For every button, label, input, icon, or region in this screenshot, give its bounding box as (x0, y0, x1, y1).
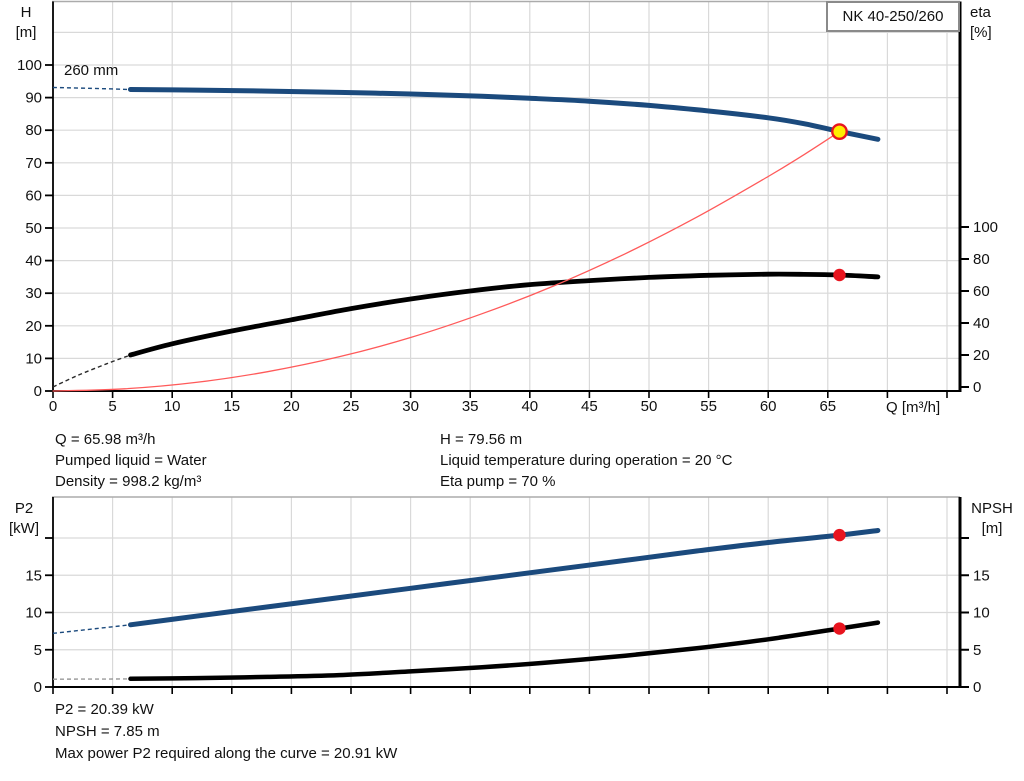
tick-label: 20 (25, 318, 42, 335)
h-axis-title-line2: [m] (15, 24, 37, 41)
tick-label: 0 (34, 383, 42, 400)
npsh-value: NPSH = 7.85 m (55, 723, 160, 740)
head-curve (127, 86, 881, 142)
tick-label: 60 (973, 283, 990, 300)
tick-label: 100 (17, 57, 42, 74)
tick-label: 25 (343, 398, 360, 415)
npsh-axis-title-line1: NPSH (971, 500, 1013, 517)
tick-label: 10 (25, 605, 42, 622)
tick-label: 60 (25, 187, 42, 204)
tick-label: 20 (973, 347, 990, 364)
tick-label: 10 (164, 398, 181, 415)
tick-label: 55 (700, 398, 717, 415)
tick-label: 15 (223, 398, 240, 415)
max-power-value: Max power P2 required along the curve = … (55, 745, 398, 762)
tick-label: 65 (819, 398, 836, 415)
chart-power-npsh: 0 5 10 15 0 5 10 15 (25, 496, 990, 696)
right-axis-ticks: 0 20 40 60 80 100 (960, 219, 998, 396)
pumped-liquid-value: Pumped liquid = Water (55, 452, 207, 469)
tick-label: 0 (973, 379, 981, 396)
tick-label: 45 (581, 398, 598, 415)
pump-model-badge: NK 40-250/260 (826, 1, 960, 32)
x-axis-ticks: 0 5 10 15 20 25 30 35 40 45 50 55 60 65 (49, 391, 948, 415)
tick-label: 50 (25, 220, 42, 237)
h-axis-title-line1: H (20, 4, 32, 21)
power-summary-info: P2 = 20.39 kW NPSH = 7.85 m Max power P2… (55, 699, 397, 765)
gridlines (53, 497, 960, 687)
x-axis-ticks (52, 687, 948, 694)
p2-axis-title: P2 [kW] (2, 499, 46, 539)
head-curve-dashed-intro (52, 86, 131, 91)
tick-label: 20 (283, 398, 300, 415)
p2-axis-title-line1: P2 (14, 500, 34, 517)
tick-label: 60 (760, 398, 777, 415)
h-axis-title: H [m] (8, 3, 44, 43)
tick-label: 80 (973, 251, 990, 268)
liquid-temperature-value: Liquid temperature during operation = 20… (440, 452, 733, 469)
impeller-diameter-label: 260 mm (64, 62, 119, 79)
tick-label: 0 (49, 398, 57, 415)
tick-label: 40 (521, 398, 538, 415)
eta-axis-title: eta [%] (970, 3, 1020, 43)
p2-axis-title-line2: [kW] (9, 520, 39, 537)
eta-pump-value: Eta pump = 70 % (440, 473, 556, 490)
tick-label: 10 (25, 350, 42, 367)
tick-label: 15 (25, 567, 42, 584)
tick-label: 5 (973, 642, 981, 659)
right-axis-ticks: 0 5 10 15 (960, 537, 990, 696)
duty-point (831, 123, 848, 141)
tick-label: 0 (973, 679, 981, 696)
left-axis-ticks: 0 5 10 15 (25, 537, 53, 696)
tick-label: 70 (25, 155, 42, 172)
eta-duty-dot (833, 268, 846, 282)
pump-model-label: NK 40-250/260 (842, 8, 944, 25)
p2-duty-dot (833, 528, 846, 542)
p2-value: P2 = 20.39 kW (55, 701, 154, 718)
npsh-curve (128, 620, 881, 682)
p2-curve-dashed-intro (52, 624, 131, 635)
p2-curve (127, 528, 881, 628)
tick-label: 40 (25, 253, 42, 270)
tick-label: 35 (462, 398, 479, 415)
npsh-duty-dot (833, 622, 846, 635)
gridlines (53, 1, 960, 391)
tick-label: 5 (108, 398, 116, 415)
eta-axis-title-line2: [%] (970, 24, 992, 41)
eta-axis-title-line1: eta (970, 4, 991, 21)
tick-label: 50 (641, 398, 658, 415)
eta-curve (128, 271, 881, 358)
chart-performance: 0 10 20 30 40 50 60 70 80 90 100 0 20 40 60 80 100 0 5 10 15… (17, 0, 998, 415)
tick-label: 30 (25, 285, 42, 302)
tick-label: 100 (973, 219, 998, 236)
left-axis-ticks: 0 10 20 30 40 50 60 70 80 90 100 (17, 57, 53, 400)
npsh-axis-title: NPSH [m] (963, 499, 1021, 539)
tick-label: 5 (34, 642, 42, 659)
tick-label: 10 (973, 605, 990, 622)
tick-label: 80 (25, 122, 42, 139)
q-axis-title: Q [m³/h] (886, 399, 941, 416)
npsh-axis-title-line2: [m] (981, 520, 1003, 537)
tick-label: 30 (402, 398, 419, 415)
operating-point-info-right: H = 79.56 m Liquid temperature during op… (440, 429, 732, 492)
operating-point-info-left: Q = 65.98 m³/h Pumped liquid = Water Den… (55, 429, 207, 492)
density-value: Density = 998.2 kg/m³ (55, 473, 202, 490)
flow-value: Q = 65.98 m³/h (55, 431, 156, 448)
head-value: H = 79.56 m (440, 431, 523, 448)
eta-curve-dashed-intro (52, 354, 131, 388)
tick-label: 40 (973, 315, 990, 332)
system-curve (52, 130, 841, 392)
tick-label: 90 (25, 90, 42, 107)
tick-label: 0 (34, 679, 42, 696)
tick-label: 15 (973, 567, 990, 584)
